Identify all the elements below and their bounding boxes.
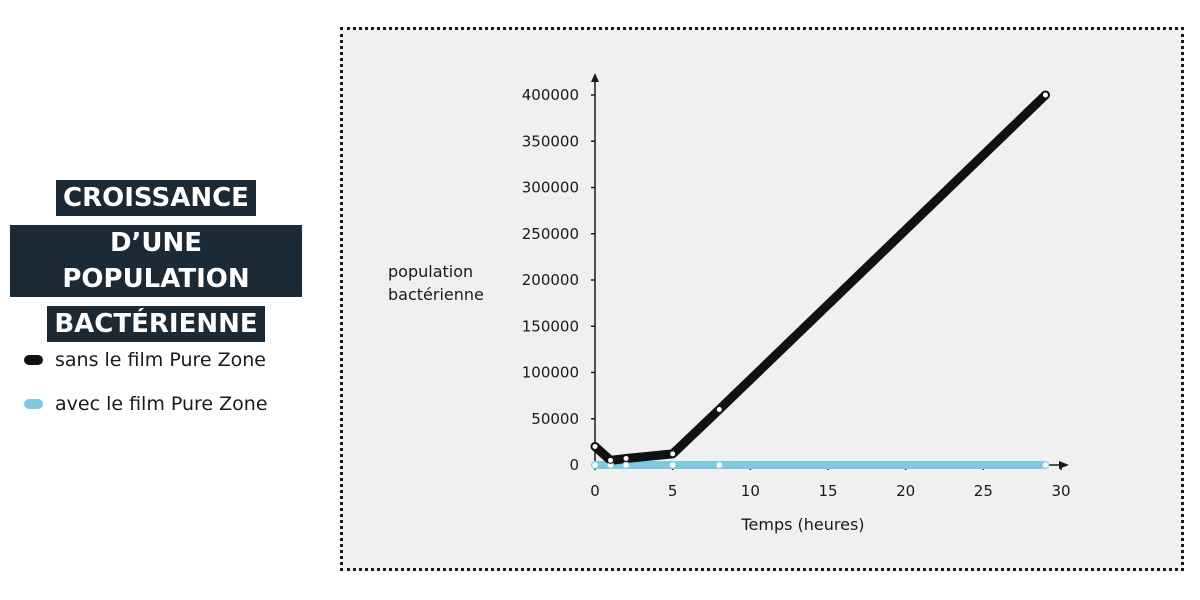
x-tick-label: 20 xyxy=(896,482,915,500)
data-point-with-film xyxy=(669,461,677,469)
y-tick-label: 100000 xyxy=(522,364,579,382)
data-point-without-film xyxy=(591,443,599,450)
data-point-without-film xyxy=(1041,91,1049,99)
y-axis-arrow xyxy=(591,73,599,82)
legend-swatch-with-film xyxy=(24,399,43,409)
x-tick-label: 30 xyxy=(1051,482,1070,500)
data-point-without-film xyxy=(607,456,615,464)
y-tick-label: 350000 xyxy=(522,132,579,150)
x-tick-label: 15 xyxy=(818,482,837,500)
y-tick-label: 50000 xyxy=(531,410,579,428)
title-line-3: BACTÉRIENNE xyxy=(47,306,265,342)
y-tick-label: 400000 xyxy=(522,86,579,104)
legend-item-without-film: sans le film Pure Zone xyxy=(24,346,268,374)
data-point-with-film xyxy=(622,461,630,469)
y-tick-label: 300000 xyxy=(522,179,579,197)
y-tick-label: 0 xyxy=(569,456,579,474)
data-point-without-film xyxy=(622,455,630,463)
chart-frame: 0 50000 100000 150000 200000 250000 300000 3500… xyxy=(340,27,1184,571)
x-tick-label: 0 xyxy=(590,482,600,500)
legend-item-with-film: avec le film Pure Zone xyxy=(24,390,268,418)
data-point-with-film xyxy=(1041,461,1049,469)
y-tick-label: 250000 xyxy=(522,225,579,243)
chart-title: CROISSANCE D’UNE POPULATION BACTÉRIENNE xyxy=(10,180,302,351)
y-axis-label-line-2: bactérienne xyxy=(388,285,484,304)
series-line-without-film xyxy=(590,90,1050,465)
legend: sans le film Pure Zone avec le film Pure… xyxy=(24,346,268,434)
data-point-without-film xyxy=(715,406,723,413)
legend-label-without-film: sans le film Pure Zone xyxy=(55,349,266,371)
x-tick-label: 25 xyxy=(974,482,993,500)
x-tick-label: 10 xyxy=(741,482,760,500)
y-tick-label: 200000 xyxy=(522,271,579,289)
data-point-without-film xyxy=(669,450,677,458)
title-line-2: D’UNE POPULATION xyxy=(10,225,302,297)
y-tick-label: 150000 xyxy=(522,317,579,335)
data-point-with-film xyxy=(715,461,723,469)
x-tick-label: 5 xyxy=(668,482,678,500)
title-line-1: CROISSANCE xyxy=(56,180,256,216)
legend-label-with-film: avec le film Pure Zone xyxy=(55,393,268,415)
x-axis-label: Temps (heures) xyxy=(740,515,864,534)
y-axis-label-line-1: population xyxy=(388,262,473,281)
legend-swatch-without-film xyxy=(24,355,43,365)
data-point-with-film xyxy=(591,461,599,469)
line-chart: 0 50000 100000 150000 200000 250000 300000 3500… xyxy=(388,73,1071,534)
